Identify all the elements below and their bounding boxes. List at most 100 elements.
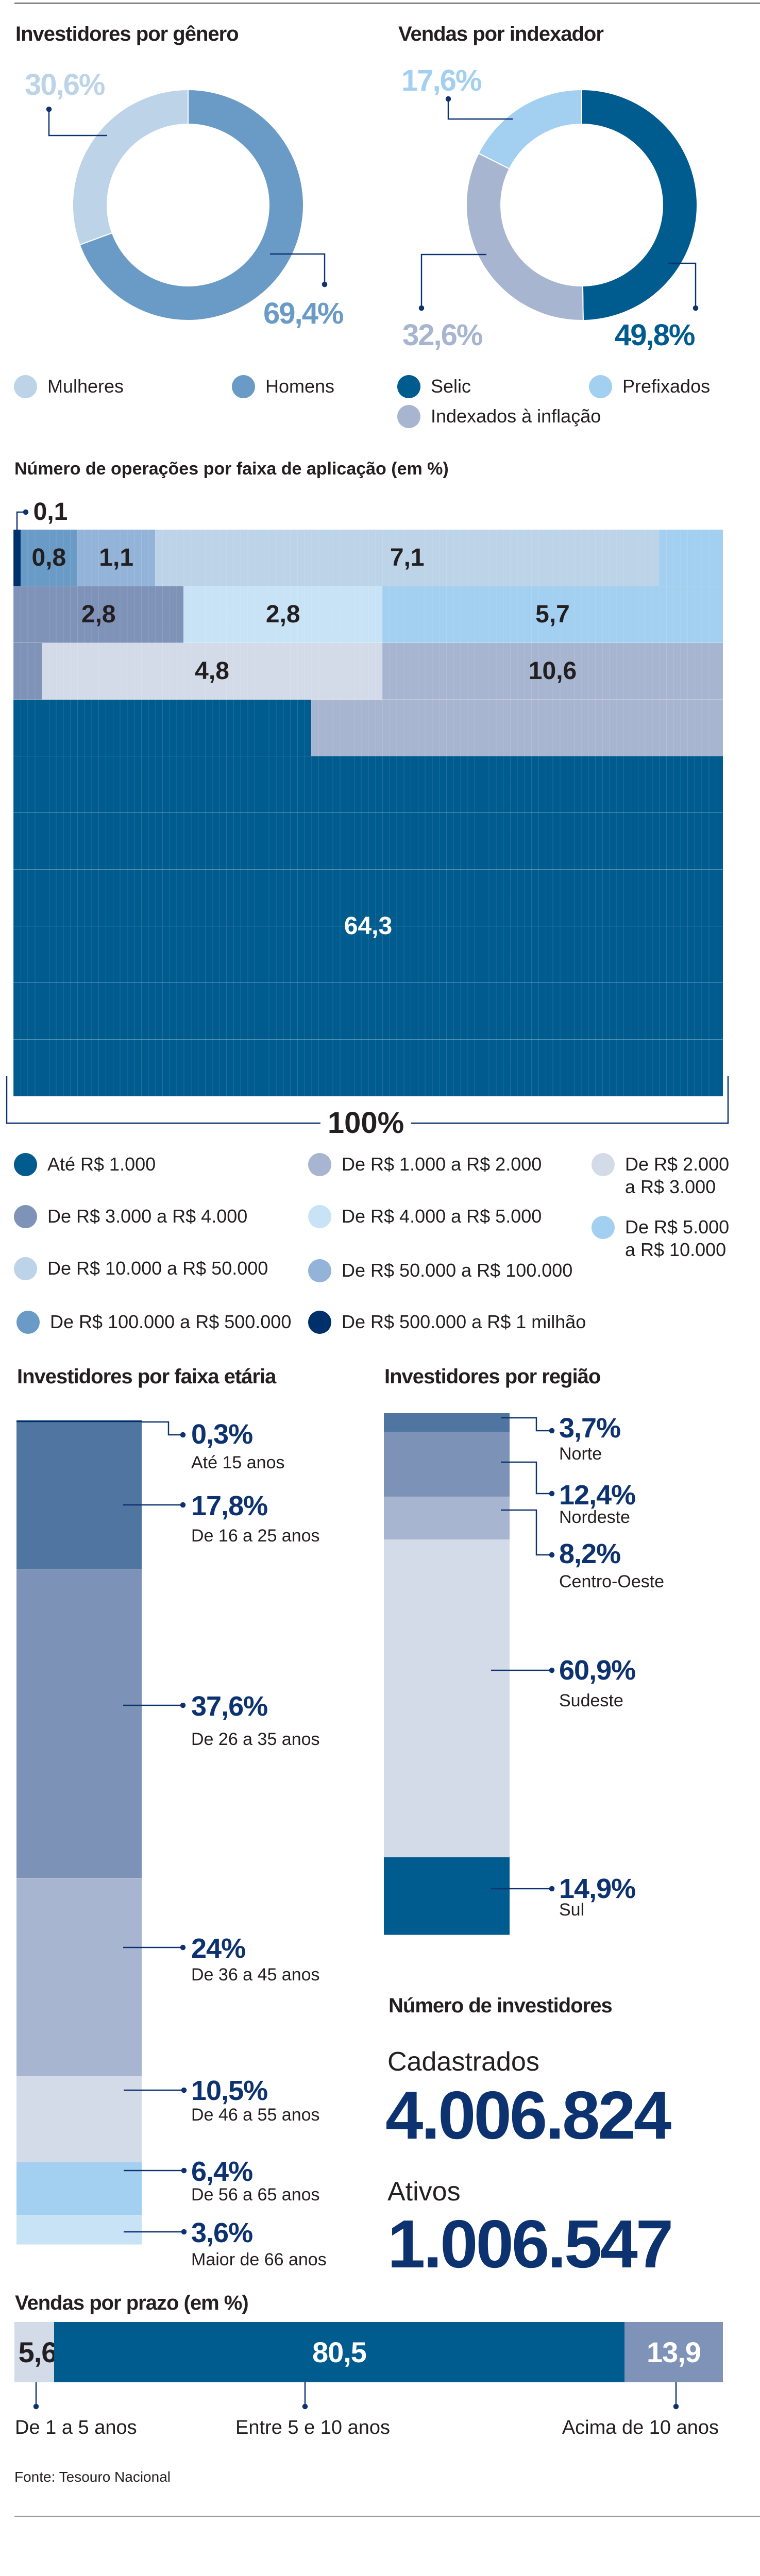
donut-label-prefixados: 17,6%	[401, 64, 482, 97]
leader-dot	[180, 1432, 186, 1438]
age-name-6: Maior de 66 anos	[191, 2250, 327, 2269]
legend-label: a R$ 3.000	[625, 1176, 716, 1197]
age-pct-3: 24%	[191, 1933, 246, 1964]
term-axis-label-1: Entre 5 e 10 anos	[235, 2417, 390, 2438]
legend-label: a R$ 10.000	[625, 1239, 727, 1260]
mosaic-segment	[311, 700, 723, 756]
term-chart-title: Vendas por prazo (em %)	[15, 2292, 249, 2314]
mosaic-segment	[13, 813, 723, 870]
legend-item-1000-2000: De R$ 1.000 a R$ 2.000	[308, 1153, 542, 1176]
leader-dot	[181, 2087, 187, 2093]
legend-label: De R$ 1.000 a R$ 2.000	[342, 1154, 542, 1175]
mosaic-segment	[382, 586, 723, 643]
registered-label: Cadastrados	[387, 2047, 539, 2077]
mosaic-label: 2,8	[265, 601, 300, 628]
term-segment	[624, 2322, 723, 2382]
gender-donut	[72, 89, 304, 321]
mosaic-label: 64,3	[344, 912, 393, 940]
mosaic-grid-lines	[13, 530, 723, 1096]
legend-swatch	[308, 1153, 331, 1176]
legend-item-ate-1000: Até R$ 1.000	[14, 1153, 156, 1176]
region-pct-2: 8,2%	[559, 1538, 621, 1569]
mosaic-segment	[13, 586, 184, 643]
legend-item-5000-10000: De R$ 5.000 a R$ 10.000	[592, 1216, 729, 1261]
legend-label: Indexados à inflação	[431, 405, 601, 427]
age-segment	[16, 1878, 142, 2076]
indexer-donut	[466, 89, 698, 321]
legend-item-500000-1milhao: De R$ 500.000 a R$ 1 milhão	[308, 1311, 586, 1334]
tick-dot	[302, 2403, 308, 2410]
region-name-2: Centro-Oeste	[559, 1572, 665, 1591]
mosaic-label: 0,8	[31, 544, 66, 571]
age-stacked-bar	[16, 1420, 142, 2245]
region-stacked-bar	[384, 1413, 510, 1935]
legend-item-4000-5000: De R$ 4.000 a R$ 5.000	[308, 1205, 542, 1228]
mosaic-segment	[183, 586, 383, 643]
gender-chart-title: Investidores por gênero	[15, 23, 239, 45]
region-pct-1: 12,4%	[559, 1480, 636, 1511]
legend-swatch	[308, 1311, 331, 1334]
mosaic-label: 1,1	[99, 544, 134, 571]
indexer-chart-title: Vendas por indexador	[398, 23, 604, 45]
term-segment	[14, 2322, 54, 2382]
mosaic-segment	[13, 643, 42, 700]
term-value-label: 80,5	[312, 2335, 367, 2368]
mosaic-segment	[382, 643, 723, 700]
legend-swatch	[16, 1311, 40, 1334]
legend-item-2000-3000: De R$ 2.000 a R$ 3.000	[592, 1153, 729, 1198]
age-pct-0: 0,3%	[191, 1419, 253, 1450]
donut-slice-selic	[581, 89, 698, 321]
legend-item-3000-4000: De R$ 3.000 a R$ 4.000	[14, 1205, 247, 1228]
legend-swatch	[14, 1257, 37, 1280]
legend-swatch	[397, 405, 420, 428]
region-segment	[384, 1857, 510, 1935]
region-segment	[384, 1497, 510, 1540]
legend-label: Homens	[265, 376, 335, 397]
legend-item-mulheres: Mulheres	[14, 375, 124, 398]
leader-mosaic-outside	[16, 511, 26, 530]
leader-dot	[549, 1428, 555, 1434]
legend-item-indexados: Indexados à inflação	[397, 405, 601, 428]
donut-slice-mulheres	[72, 89, 189, 246]
mosaic-segment	[20, 530, 77, 586]
legend-label: De R$ 5.000	[625, 1216, 730, 1238]
age-name-4: De 46 a 55 anos	[191, 2105, 320, 2125]
donut-label-homens: 69,4%	[263, 297, 344, 330]
operations-mosaic: 64,3 10,6 4,8 2,8 2,8 5,7 7,1 1,1 0,8	[13, 530, 723, 1096]
donut-slice-homens	[79, 89, 304, 321]
region-pct-3: 60,9%	[559, 1655, 636, 1686]
term-segment	[54, 2322, 624, 2382]
legend-label: Mulheres	[47, 376, 124, 397]
age-name-2: De 26 a 35 anos	[191, 1730, 320, 1749]
leader-dot	[445, 96, 451, 102]
age-pct-4: 10,5%	[191, 2075, 268, 2106]
age-segment	[16, 2076, 142, 2163]
legend-item-100000-500000: De R$ 100.000 a R$ 500.000	[16, 1311, 291, 1334]
region-segment	[384, 1539, 510, 1858]
donut-label-mulheres: 30,6%	[25, 68, 105, 101]
age-segment	[16, 2162, 142, 2215]
legend-swatch	[308, 1259, 331, 1282]
age-name-1: De 16 a 25 anos	[191, 1526, 320, 1546]
term-value-label: 13,9	[646, 2335, 701, 2368]
legend-label: De R$ 50.000 a R$ 100.000	[342, 1260, 573, 1281]
region-pct-4: 14,9%	[559, 1873, 636, 1904]
leader-dot	[181, 2167, 187, 2174]
legend-item-prefixados: Prefixados	[589, 375, 710, 398]
term-axis-label-2: Acima de 10 anos	[562, 2417, 719, 2438]
legend-item-homens: Homens	[232, 375, 334, 398]
investors-count-title: Número de investidores	[389, 1994, 613, 2017]
legend-swatch	[14, 1205, 37, 1228]
leader-dot	[549, 1490, 555, 1497]
donut-slice-prefixados	[478, 89, 582, 170]
term-axis-label-0: De 1 a 5 anos	[15, 2417, 137, 2438]
leader-dot	[549, 1667, 555, 1673]
legend-item-50000-100000: De R$ 50.000 a R$ 100.000	[308, 1259, 572, 1282]
region-name-1: Nordeste	[559, 1507, 630, 1527]
legend-label: De R$ 100.000 a R$ 500.000	[50, 1311, 292, 1332]
mosaic-segment	[77, 530, 156, 586]
mosaic-segment	[42, 643, 383, 700]
leader-dot	[418, 305, 425, 311]
tick-dot	[33, 2403, 39, 2410]
legend-label: De R$ 4.000 a R$ 5.000	[342, 1206, 542, 1227]
